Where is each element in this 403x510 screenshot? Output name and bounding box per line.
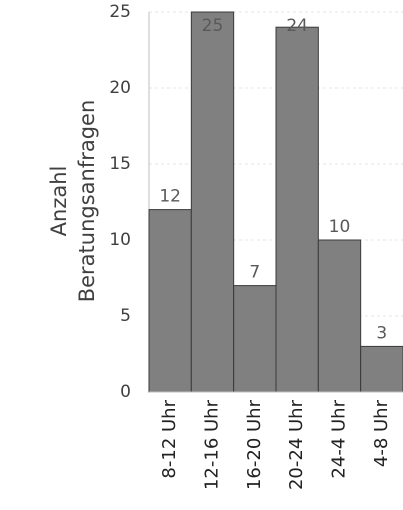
bar bbox=[317, 239, 362, 393]
y-tick-label: 20 bbox=[109, 78, 131, 98]
value-label: 3 bbox=[376, 323, 387, 343]
y-axis-title: Beratungsanfragen bbox=[75, 100, 99, 303]
x-tick-label: 24-4 Uhr bbox=[329, 399, 350, 478]
x-tick-label: 4-8 Uhr bbox=[371, 399, 392, 467]
y-axis-title: Anzahl bbox=[47, 166, 71, 237]
value-label: 10 bbox=[329, 217, 351, 237]
y-tick-label: 10 bbox=[109, 230, 131, 250]
x-tick-label: 12-16 Uhr bbox=[202, 399, 223, 490]
bar bbox=[148, 209, 192, 393]
x-tick-label: 8-12 Uhr bbox=[159, 399, 180, 478]
bar bbox=[275, 26, 319, 393]
value-label: 24 bbox=[286, 16, 308, 36]
y-tick-label: 25 bbox=[109, 2, 131, 22]
y-tick-label: 15 bbox=[109, 154, 131, 174]
value-label: 7 bbox=[249, 263, 260, 283]
bar bbox=[360, 345, 403, 393]
x-tick-label: 20-24 Uhr bbox=[286, 399, 307, 490]
bar bbox=[233, 285, 277, 393]
bar bbox=[190, 11, 235, 393]
y-tick-label: 0 bbox=[120, 382, 131, 402]
value-label: 25 bbox=[202, 16, 224, 36]
x-tick-label: 16-20 Uhr bbox=[244, 399, 265, 490]
y-tick-label: 5 bbox=[120, 306, 131, 326]
value-label: 12 bbox=[159, 187, 181, 207]
